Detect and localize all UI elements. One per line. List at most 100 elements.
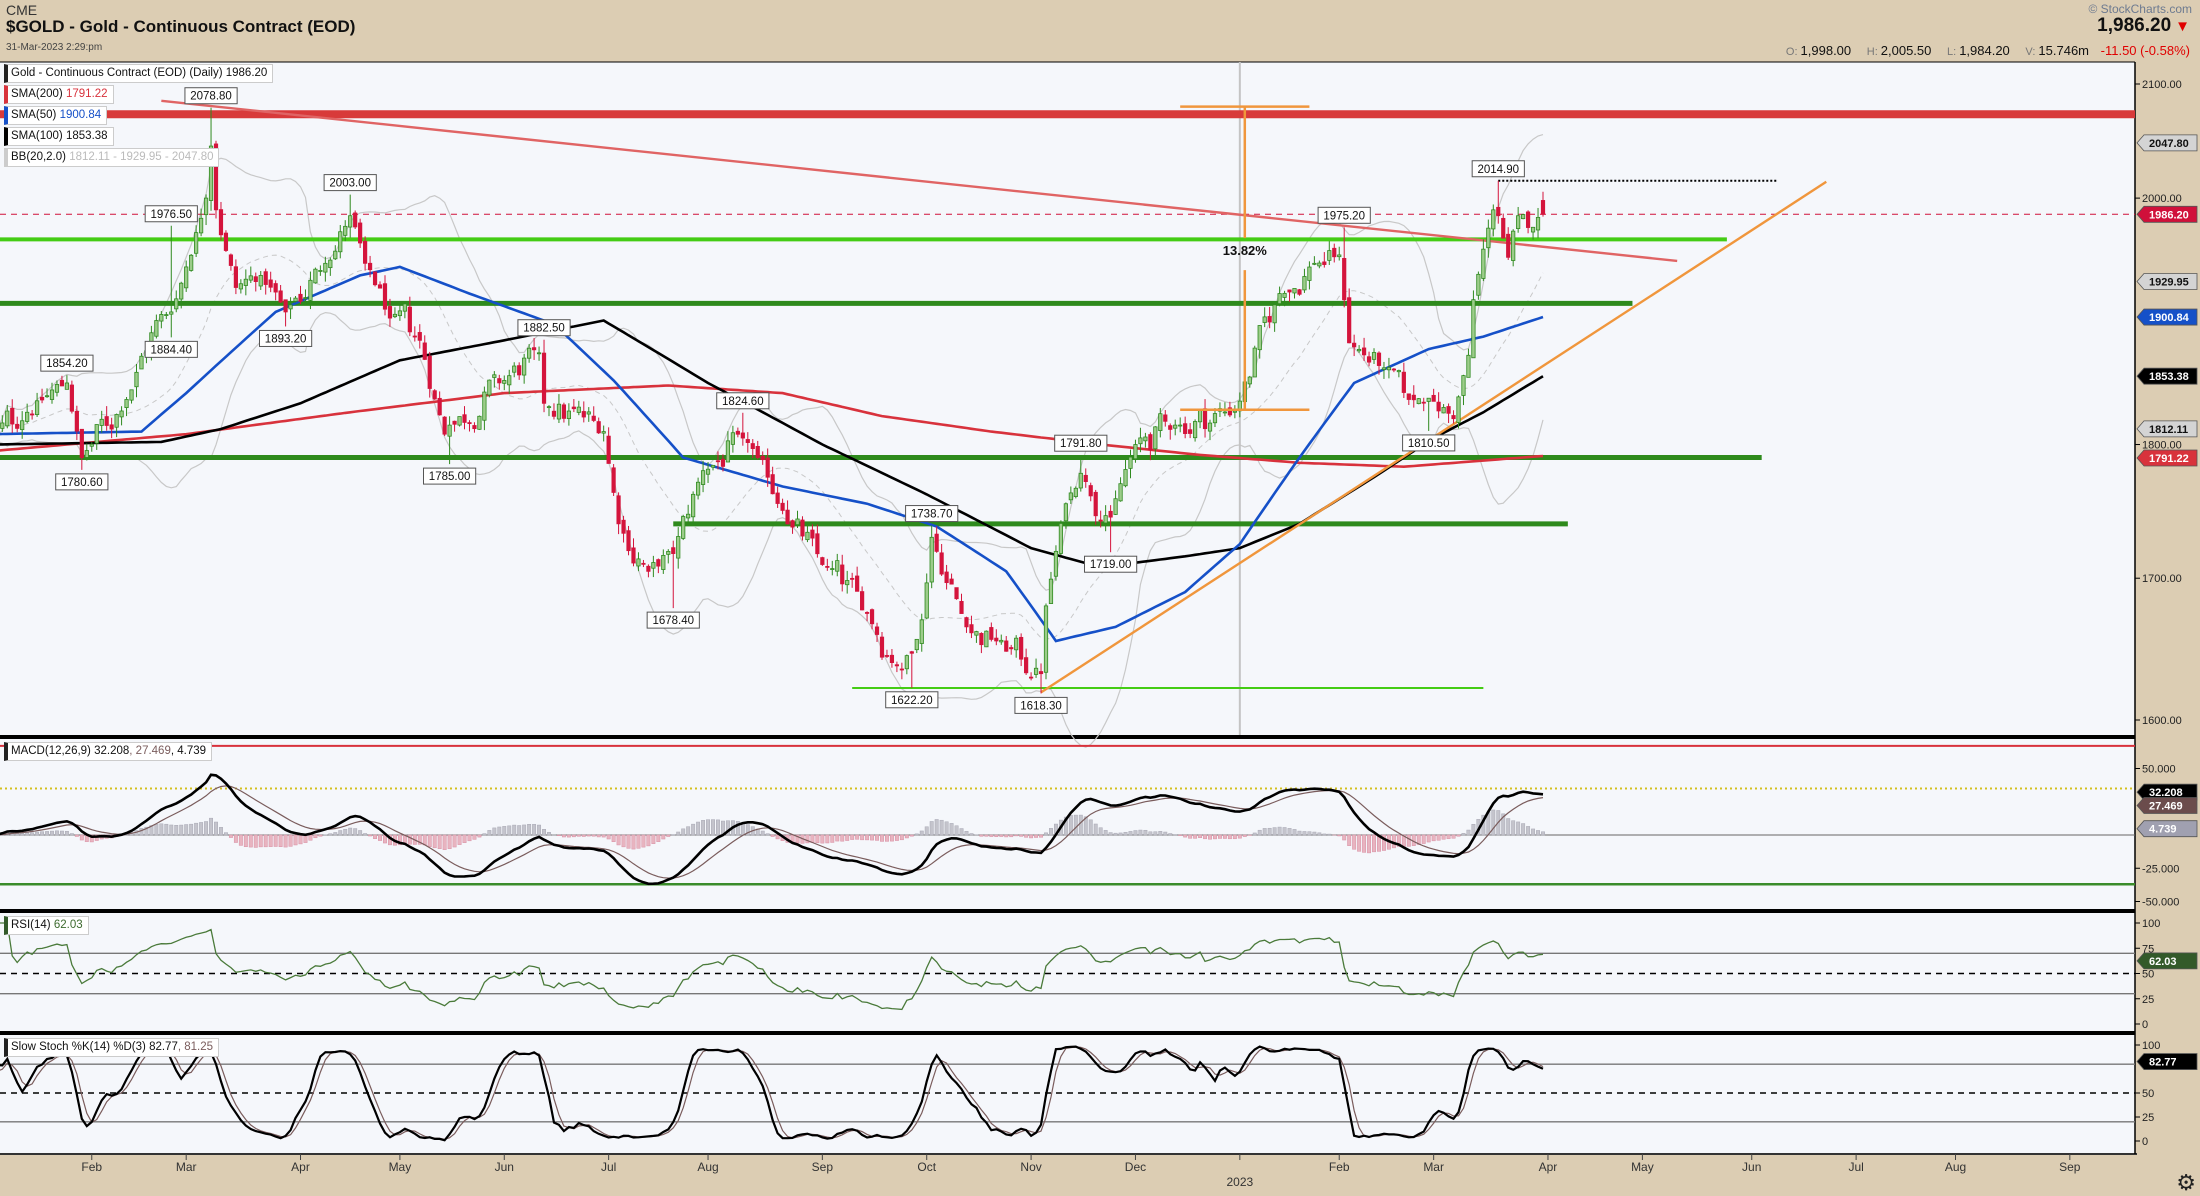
histogram-bar	[830, 834, 835, 843]
candle	[845, 570, 850, 594]
legend-stoch[interactable]: Slow Stoch %K(14) %D(3) 82.77, 81.25	[4, 1038, 220, 1057]
histogram-bar	[1446, 834, 1451, 839]
histogram-bar	[934, 819, 939, 836]
candle-body	[1396, 370, 1401, 373]
candle	[114, 413, 119, 438]
candle-body	[1168, 425, 1173, 430]
legend-sma50[interactable]: SMA(50) 1900.84	[4, 106, 108, 125]
candle-body	[243, 278, 248, 286]
candle	[686, 504, 691, 522]
candle-body	[725, 440, 731, 463]
candle-body	[1297, 289, 1302, 295]
candle	[1262, 307, 1267, 328]
candle	[1128, 449, 1133, 479]
candle-body	[323, 262, 328, 273]
histogram-bar	[1118, 832, 1123, 836]
rsi-value: 62.03	[53, 919, 83, 931]
candle-body	[825, 566, 830, 568]
histogram-bar	[1426, 834, 1431, 843]
copyright-link[interactable]: © StockCharts.com	[2088, 2, 2192, 16]
price-tag-shape	[2136, 367, 2198, 385]
price-tag-shape	[2136, 449, 2198, 467]
candle-body	[860, 591, 865, 611]
candle	[1322, 252, 1327, 268]
price-tick-label: 2100.00	[2142, 79, 2182, 91]
price-annotation: 1854.20	[40, 354, 94, 372]
histogram-bar	[1416, 834, 1421, 845]
macd-line	[0, 773, 1544, 886]
candle-body	[502, 380, 507, 384]
candle-body	[1521, 214, 1526, 220]
candle-body	[850, 577, 855, 580]
candle-body	[432, 390, 437, 400]
candle	[720, 454, 726, 472]
legend-rsi[interactable]: RSI(14) 62.03	[4, 916, 89, 935]
histogram-bar	[313, 834, 318, 839]
histogram-bar	[840, 834, 845, 842]
candle	[313, 267, 318, 284]
candle-body	[1247, 376, 1252, 385]
legend-macd[interactable]: MACD(12,26,9) 32.208, 27.469, 4.739	[4, 742, 213, 761]
candle-body	[626, 530, 631, 552]
candle	[99, 410, 104, 433]
candle	[402, 303, 407, 319]
open-value: 1,998.00	[1800, 43, 1852, 58]
histogram-bar	[492, 827, 497, 836]
legend-sma100[interactable]: SMA(100) 1853.38	[4, 127, 114, 146]
candle-body	[1511, 230, 1516, 261]
histogram-bar	[691, 823, 696, 836]
gear-icon[interactable]: ⚙	[2176, 1170, 2196, 1195]
candle	[994, 629, 999, 646]
candle-body	[119, 410, 124, 418]
candle	[308, 271, 313, 310]
candle-body	[1471, 299, 1476, 359]
candle-body	[959, 601, 964, 614]
histogram-bar	[497, 826, 502, 836]
candle	[522, 353, 527, 384]
price-tag-shape	[2136, 1053, 2198, 1070]
candle-body	[1287, 289, 1292, 293]
candle	[372, 271, 378, 287]
histogram-bar	[1347, 834, 1352, 846]
legend-bb[interactable]: BB(20,2.0) 1812.11 - 1929.95 - 2047.80	[4, 148, 220, 167]
candle	[407, 296, 412, 337]
candle	[581, 401, 586, 423]
candle-body	[1108, 510, 1113, 518]
candle-body	[218, 209, 224, 236]
last-price-value: 1,986.20	[2097, 15, 2172, 36]
annotation-label: 1618.30	[1020, 700, 1062, 712]
candle-body	[1416, 398, 1421, 405]
histogram-bar	[1138, 829, 1143, 836]
histogram-bar	[159, 823, 164, 836]
histogram-bar	[889, 834, 894, 842]
histogram-bar	[1024, 834, 1029, 838]
candle	[1277, 286, 1282, 307]
histogram-bar	[154, 824, 159, 836]
candle-body	[1486, 227, 1491, 249]
candle	[363, 236, 368, 271]
candle	[387, 298, 393, 327]
candle	[432, 389, 437, 400]
candle-body	[1193, 421, 1198, 439]
candle-body	[939, 552, 944, 575]
candle-body	[253, 276, 258, 282]
annotation-label: 2078.80	[190, 91, 232, 103]
candle-body	[884, 655, 890, 657]
candle	[1078, 455, 1083, 492]
candle	[800, 516, 805, 541]
histogram-bar	[1441, 834, 1446, 840]
histogram-bar	[646, 834, 651, 847]
candle-body	[601, 431, 606, 434]
stoch-k-value: 82.77	[149, 1041, 178, 1053]
legend-main[interactable]: Gold - Continuous Contract (EOD) (Daily)…	[4, 64, 274, 83]
candle-body	[427, 355, 432, 389]
candle	[1481, 239, 1486, 282]
candle	[606, 427, 611, 464]
legend-sma200[interactable]: SMA(200) 1791.22	[4, 85, 114, 104]
price-tag-label: 4.739	[2149, 824, 2177, 836]
histogram-bar	[333, 832, 338, 836]
candle	[139, 353, 144, 370]
histogram-bar	[378, 834, 382, 841]
price-tag-label: 1929.95	[2149, 276, 2189, 288]
